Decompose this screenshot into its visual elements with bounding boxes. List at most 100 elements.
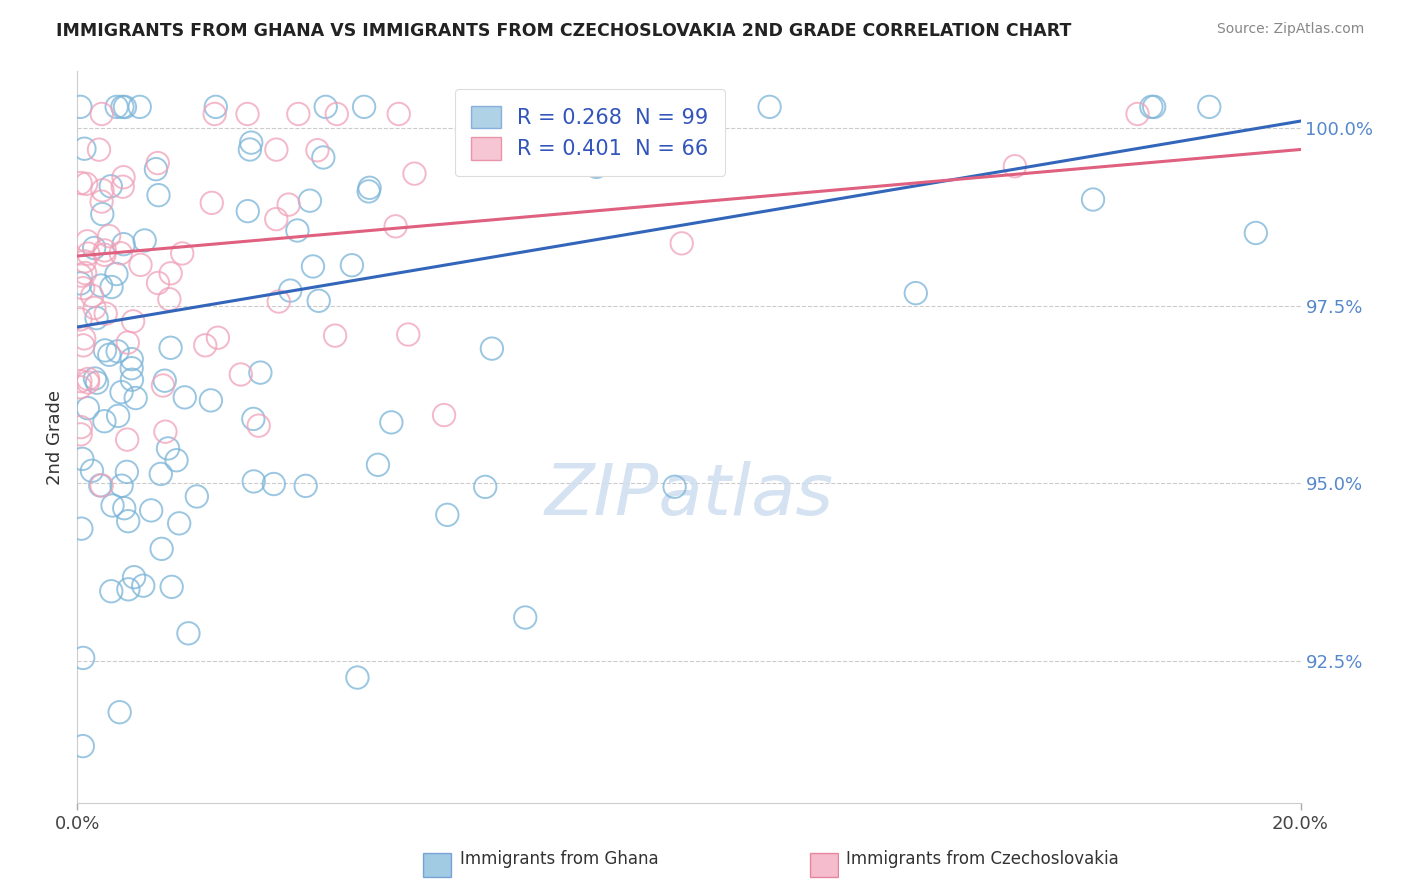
Point: [263, 477, 285, 491]
Point: [73, 254, 96, 268]
Point: [73, 266, 96, 280]
Point: [173, 390, 195, 404]
Point: [585, 160, 607, 174]
Point: [69, 312, 91, 326]
Point: [201, 195, 224, 210]
Point: [72, 338, 94, 352]
Point: [145, 162, 167, 177]
Point: [388, 107, 411, 121]
Point: [84, 371, 107, 385]
Point: [264, 212, 287, 227]
Point: [90, 107, 112, 121]
Point: [160, 580, 183, 594]
Y-axis label: 2nd Grade: 2nd Grade: [46, 390, 65, 484]
Point: [326, 107, 349, 121]
Point: [90, 278, 112, 293]
Text: Immigrants from Ghana: Immigrants from Ghana: [460, 850, 658, 868]
Point: [461, 101, 484, 115]
Point: [172, 246, 194, 260]
Point: [1244, 226, 1267, 240]
Point: [76, 401, 98, 416]
Point: [149, 467, 172, 481]
Point: [166, 453, 188, 467]
Point: [157, 442, 180, 456]
Point: [94, 343, 117, 358]
Point: [294, 479, 316, 493]
Point: [114, 100, 136, 114]
Point: [77, 246, 100, 260]
Point: [159, 266, 181, 280]
Point: [312, 151, 335, 165]
Point: [115, 465, 138, 479]
Point: [69, 427, 91, 442]
Point: [69, 374, 91, 388]
Point: [100, 179, 122, 194]
Point: [87, 143, 110, 157]
Point: [128, 100, 150, 114]
Point: [122, 570, 145, 584]
Point: [105, 267, 128, 281]
Point: [510, 128, 533, 142]
Point: [236, 204, 259, 219]
Text: ZIPatlas: ZIPatlas: [544, 461, 834, 530]
Point: [904, 286, 927, 301]
Point: [105, 100, 128, 114]
Point: [146, 156, 169, 170]
Point: [108, 705, 131, 719]
Point: [157, 292, 180, 306]
Point: [69, 277, 91, 291]
Point: [323, 328, 346, 343]
Point: [98, 229, 121, 244]
Text: Source: ZipAtlas.com: Source: ZipAtlas.com: [1216, 22, 1364, 37]
Point: [72, 739, 94, 753]
Point: [359, 181, 381, 195]
Point: [112, 170, 135, 185]
Point: [77, 372, 100, 386]
Point: [132, 579, 155, 593]
Point: [277, 197, 299, 211]
Point: [340, 258, 363, 272]
Point: [121, 361, 143, 376]
Point: [121, 352, 143, 367]
Point: [83, 301, 105, 315]
Point: [93, 414, 115, 428]
Point: [90, 478, 112, 492]
Point: [129, 258, 152, 272]
Point: [125, 391, 148, 405]
Point: [380, 416, 402, 430]
Point: [110, 385, 132, 400]
Point: [152, 378, 174, 392]
Point: [433, 408, 456, 422]
Point: [515, 610, 537, 624]
Point: [115, 433, 138, 447]
Point: [396, 327, 419, 342]
Point: [1198, 100, 1220, 114]
Point: [1126, 107, 1149, 121]
Point: [93, 248, 115, 262]
Point: [357, 185, 380, 199]
Point: [267, 294, 290, 309]
Point: [1004, 159, 1026, 173]
Point: [73, 142, 96, 156]
Point: [242, 412, 264, 426]
Point: [101, 499, 124, 513]
Point: [436, 508, 458, 522]
Point: [111, 100, 134, 114]
Point: [287, 223, 309, 237]
Point: [287, 107, 309, 121]
Point: [117, 514, 139, 528]
Point: [194, 338, 217, 352]
Point: [481, 342, 503, 356]
Point: [98, 348, 121, 362]
Text: Immigrants from Czechoslovakia: Immigrants from Czechoslovakia: [846, 850, 1119, 868]
Point: [91, 183, 114, 197]
Point: [498, 100, 520, 114]
Point: [91, 207, 114, 221]
Point: [110, 246, 132, 260]
Point: [384, 219, 406, 234]
Legend: R = 0.268  N = 99, R = 0.401  N = 66: R = 0.268 N = 99, R = 0.401 N = 66: [454, 89, 725, 177]
Point: [150, 541, 173, 556]
Point: [86, 376, 108, 390]
Point: [70, 420, 93, 434]
Point: [308, 293, 330, 308]
